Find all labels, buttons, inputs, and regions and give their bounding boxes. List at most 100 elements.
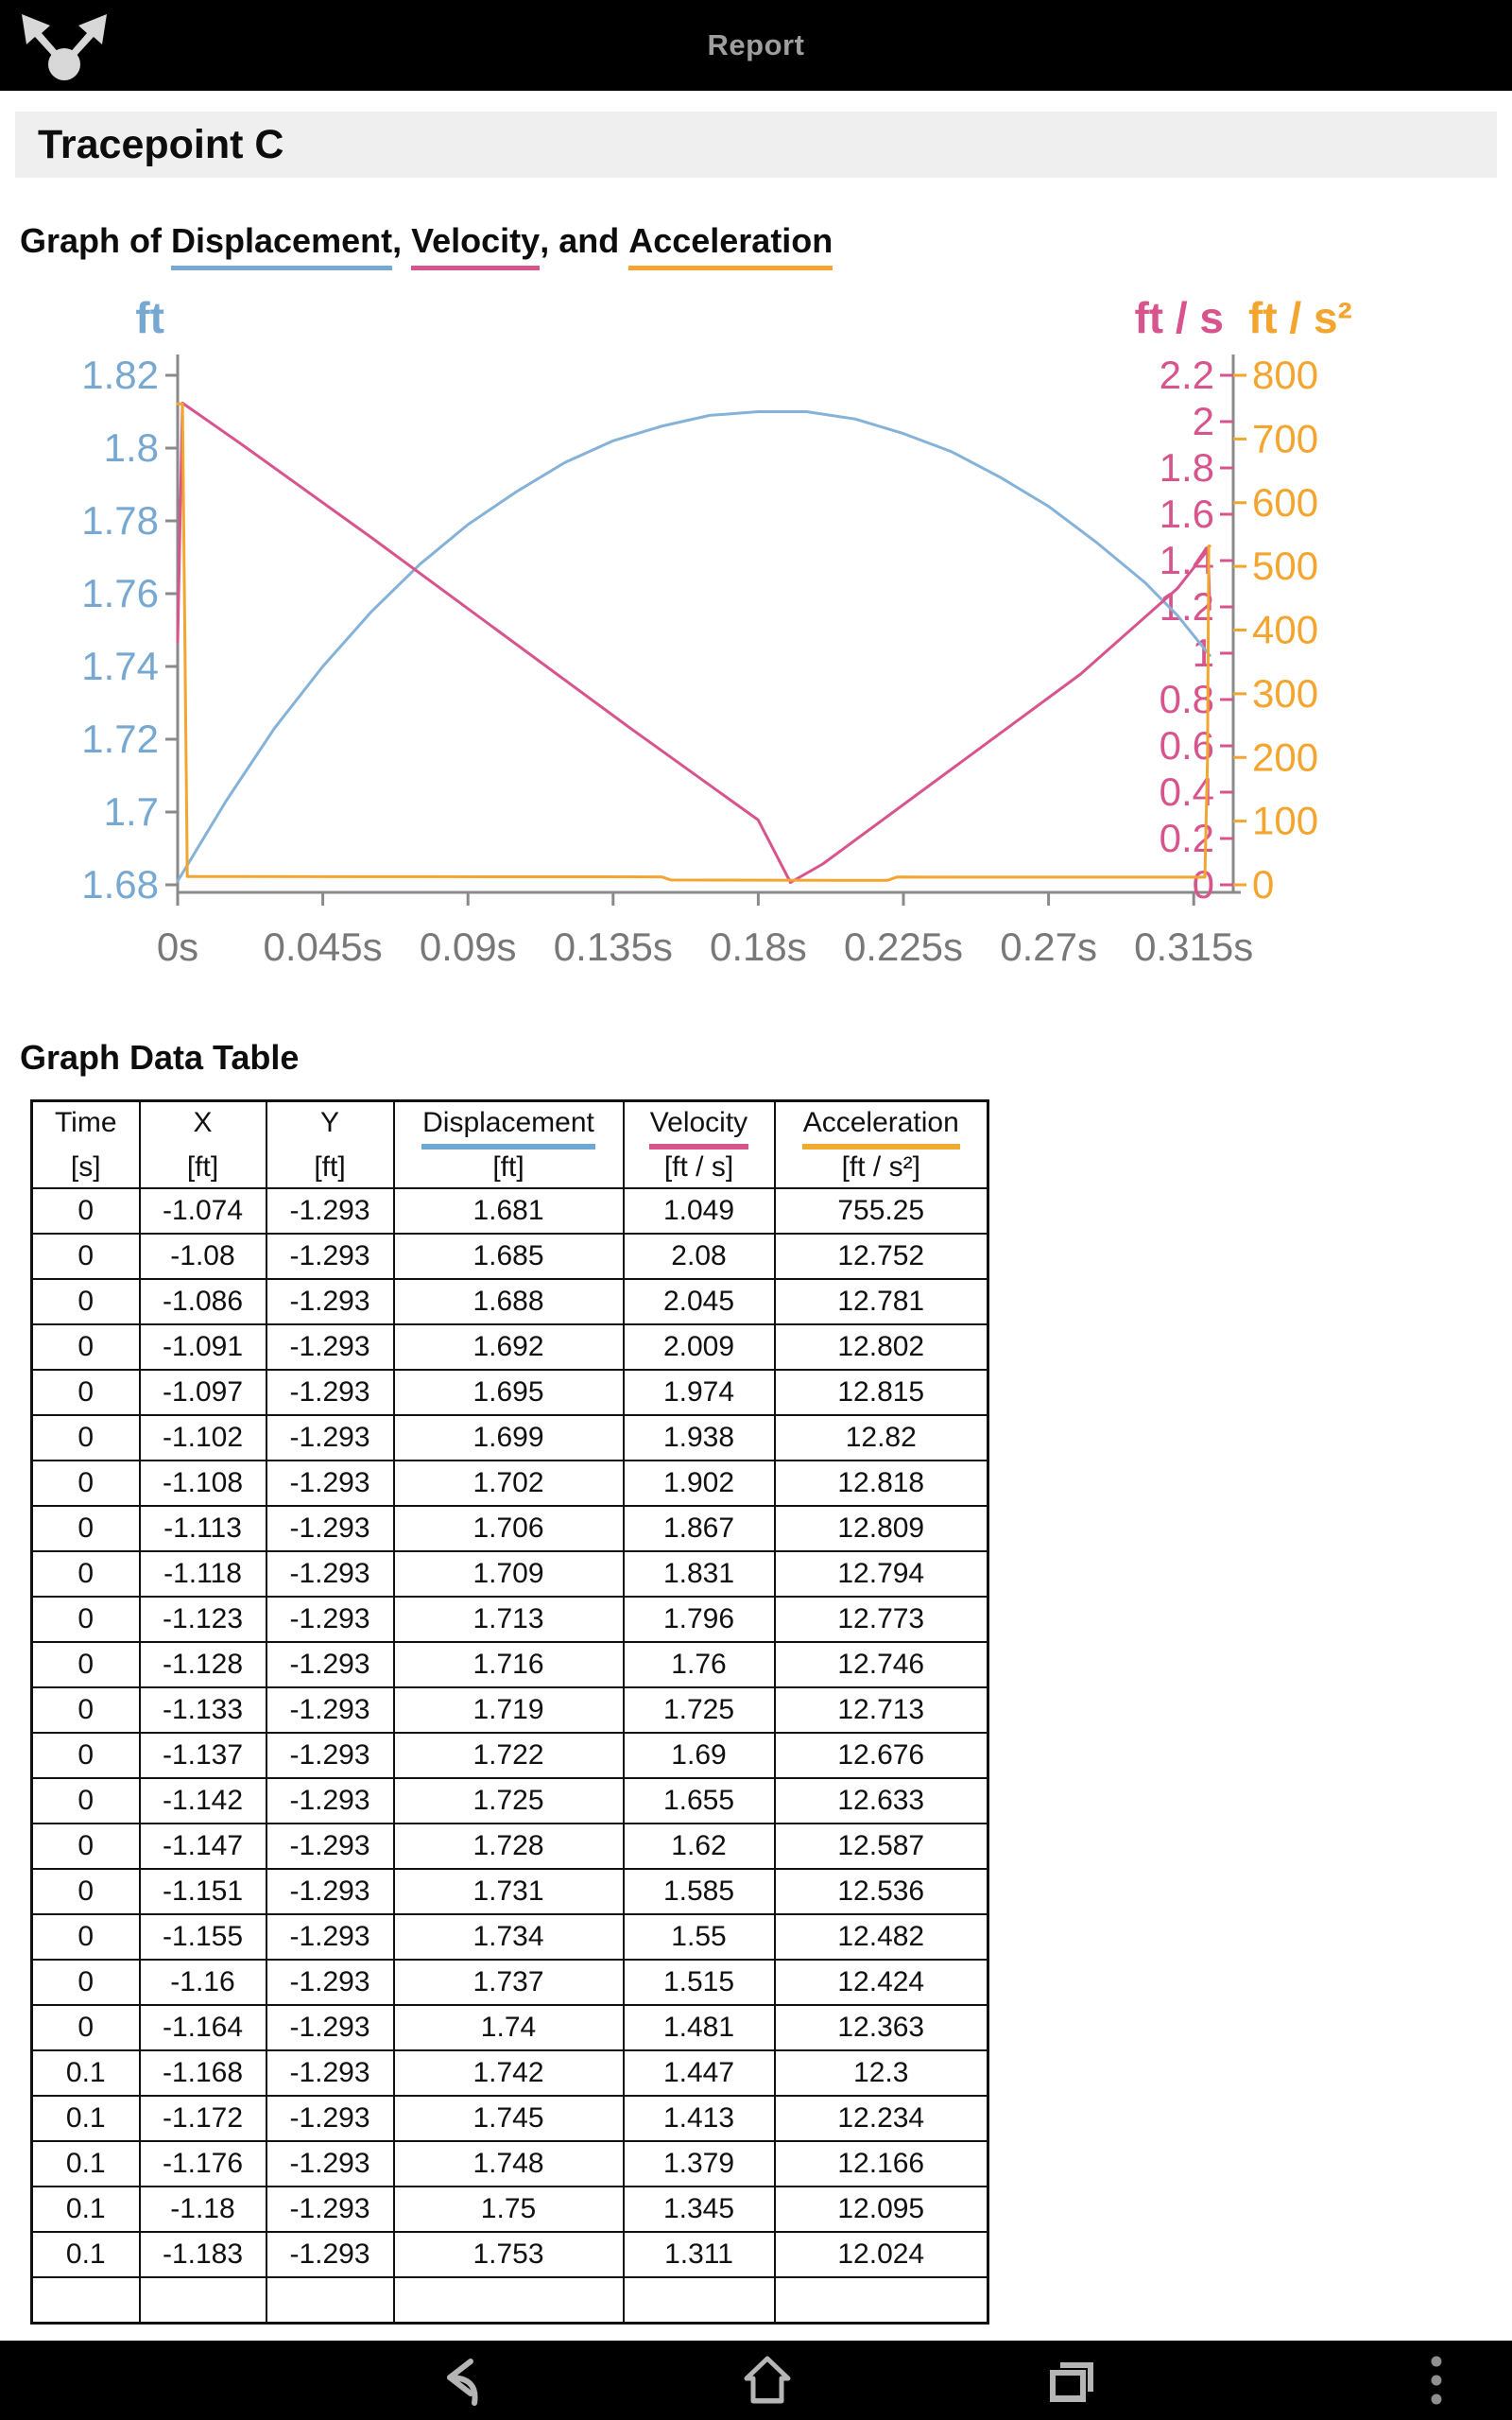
- table-cell: -1.172: [138, 2095, 267, 2142]
- table-cell: 1.713: [392, 1596, 625, 1643]
- series-velocity: [176, 401, 1211, 884]
- table-cell: -1.293: [265, 2140, 395, 2187]
- table-cell: 1.796: [622, 1596, 776, 1643]
- section-header: Tracepoint C: [15, 112, 1497, 178]
- table-row: 0.1 -1.183 -1.293 1.753 1.311 12.024: [30, 2231, 989, 2278]
- back-icon[interactable]: [433, 2354, 486, 2407]
- table-cell: 1.695: [392, 1369, 625, 1416]
- table-cell: 0: [30, 1596, 141, 1643]
- table-cell: 1.76: [622, 1641, 776, 1688]
- velocity-tick-label: 2: [1193, 399, 1214, 443]
- table-cell: 12.3: [773, 2049, 989, 2097]
- velocity-tick-label: 1: [1193, 631, 1214, 675]
- table-cell: 0: [30, 1187, 141, 1235]
- table-cell: 1.722: [392, 1732, 625, 1779]
- top-app-bar: Report: [0, 0, 1512, 91]
- table-cell: 12.234: [773, 2095, 989, 2142]
- table-cell: 1.655: [622, 1777, 776, 1824]
- velocity-tick-label: 0.2: [1160, 816, 1214, 860]
- table-cell: -1.293: [265, 1233, 395, 1280]
- table-cell: 0.1: [30, 2231, 141, 2278]
- table-cell: -1.102: [138, 1414, 267, 1461]
- displacement-tick-label: 1.8: [104, 425, 159, 470]
- table-cell: -1.147: [138, 1823, 267, 1870]
- column-header-displacement: Displacement [ft]: [392, 1099, 625, 1189]
- table-cell: 12.794: [773, 1550, 989, 1598]
- table-cell: 1.867: [622, 1505, 776, 1552]
- table-cell: 12.746: [773, 1641, 989, 1688]
- table-cell: -1.293: [265, 1187, 395, 1235]
- table-cell: -1.293: [265, 1278, 395, 1325]
- section-title: Tracepoint C: [38, 121, 284, 167]
- x-tick-label: 0.135s: [554, 925, 673, 969]
- table-cell: -1.168: [138, 2049, 267, 2097]
- table-cell: 12.424: [773, 1959, 989, 2006]
- table-row: 0 -1.091 -1.293 1.692 2.009 12.802: [30, 1323, 989, 1371]
- table-cell: 12.781: [773, 1278, 989, 1325]
- table-cell: 1.585: [622, 1868, 776, 1915]
- table-cell: 1.688: [392, 1278, 625, 1325]
- table-cell: 1.719: [392, 1686, 625, 1734]
- x-tick-label: 0.045s: [264, 925, 383, 969]
- graph-heading-sep2: , and: [540, 221, 629, 260]
- table-cell: -1.293: [265, 1505, 395, 1552]
- table-cell: 12.587: [773, 1823, 989, 1870]
- table-cell: 1.379: [622, 2140, 776, 2187]
- table-row: 0 -1.086 -1.293 1.688 2.045 12.781: [30, 1278, 989, 1325]
- table-cell: -1.142: [138, 1777, 267, 1824]
- table-cell: 1.938: [622, 1414, 776, 1461]
- table-cell: 0: [30, 1550, 141, 1598]
- acceleration-tick-label: 300: [1252, 671, 1318, 716]
- table-cell: -1.293: [265, 1323, 395, 1371]
- table-cell: 1.62: [622, 1823, 776, 1870]
- x-tick-label: 0.27s: [1000, 925, 1097, 969]
- table-row: 0 -1.118 -1.293 1.709 1.831 12.794: [30, 1550, 989, 1598]
- x-tick-label: 0s: [157, 925, 198, 969]
- recents-icon[interactable]: [1045, 2354, 1098, 2407]
- table-cell: -1.176: [138, 2140, 267, 2187]
- table-cell: 1.74: [392, 2004, 625, 2051]
- table-cell: 1.742: [392, 2049, 625, 2097]
- table-cell: -1.293: [265, 2186, 395, 2233]
- table-cell: -1.293: [265, 1959, 395, 2006]
- table-cell: 1.706: [392, 1505, 625, 1552]
- table-cell: 1.709: [392, 1550, 625, 1598]
- table-cell: 1.55: [622, 1913, 776, 1961]
- overflow-menu-icon[interactable]: [1418, 2352, 1455, 2409]
- table-cell: 0.1: [30, 2049, 141, 2097]
- table-cell: 12.095: [773, 2186, 989, 2233]
- table-row: 0 -1.123 -1.293 1.713 1.796 12.773: [30, 1596, 989, 1643]
- graph-heading-prefix: Graph of: [20, 221, 171, 260]
- table-cell: 1.716: [392, 1641, 625, 1688]
- table-cell: -1.293: [265, 1550, 395, 1598]
- graph-heading-acceleration: Acceleration: [628, 221, 833, 270]
- graph-data-table: Time [s] X [ft] Y [ft] Displacement [ft] Velocit…: [30, 1099, 989, 2325]
- velocity-tick-label: 2.2: [1160, 353, 1214, 397]
- table-cell: 12.818: [773, 1460, 989, 1507]
- table-cell: 1.745: [392, 2095, 625, 2142]
- table-cell: 12.82: [773, 1414, 989, 1461]
- table-row: 0 -1.08 -1.293 1.685 2.08 12.752: [30, 1233, 989, 1280]
- table-cell: 12.166: [773, 2140, 989, 2187]
- displacement-tick-label: 1.76: [81, 571, 159, 615]
- displacement-tick-label: 1.82: [81, 353, 159, 397]
- acceleration-axis-title: ft / s²: [1248, 293, 1352, 342]
- table-row: 0.1 -1.168 -1.293 1.742 1.447 12.3: [30, 2049, 989, 2097]
- x-tick-label: 0.225s: [844, 925, 963, 969]
- table-cell: -1.086: [138, 1278, 267, 1325]
- table-cell: -1.293: [265, 2231, 395, 2278]
- velocity-tick-label: 1.8: [1160, 445, 1214, 490]
- table-cell: -1.074: [138, 1187, 267, 1235]
- displacement-tick-label: 1.74: [81, 644, 159, 688]
- table-cell: 12.713: [773, 1686, 989, 1734]
- home-icon[interactable]: [741, 2354, 794, 2407]
- table-cell: 12.802: [773, 1323, 989, 1371]
- velocity-tick-label: 1.4: [1160, 538, 1214, 582]
- app-logo-icon[interactable]: [11, 4, 117, 87]
- table-cell: -1.133: [138, 1686, 267, 1734]
- column-header-x: X [ft]: [138, 1099, 267, 1189]
- acceleration-tick-label: 0: [1252, 862, 1274, 907]
- table-cell: -1.293: [265, 1414, 395, 1461]
- table-cell: 1.831: [622, 1550, 776, 1598]
- velocity-tick-label: 0: [1193, 862, 1214, 907]
